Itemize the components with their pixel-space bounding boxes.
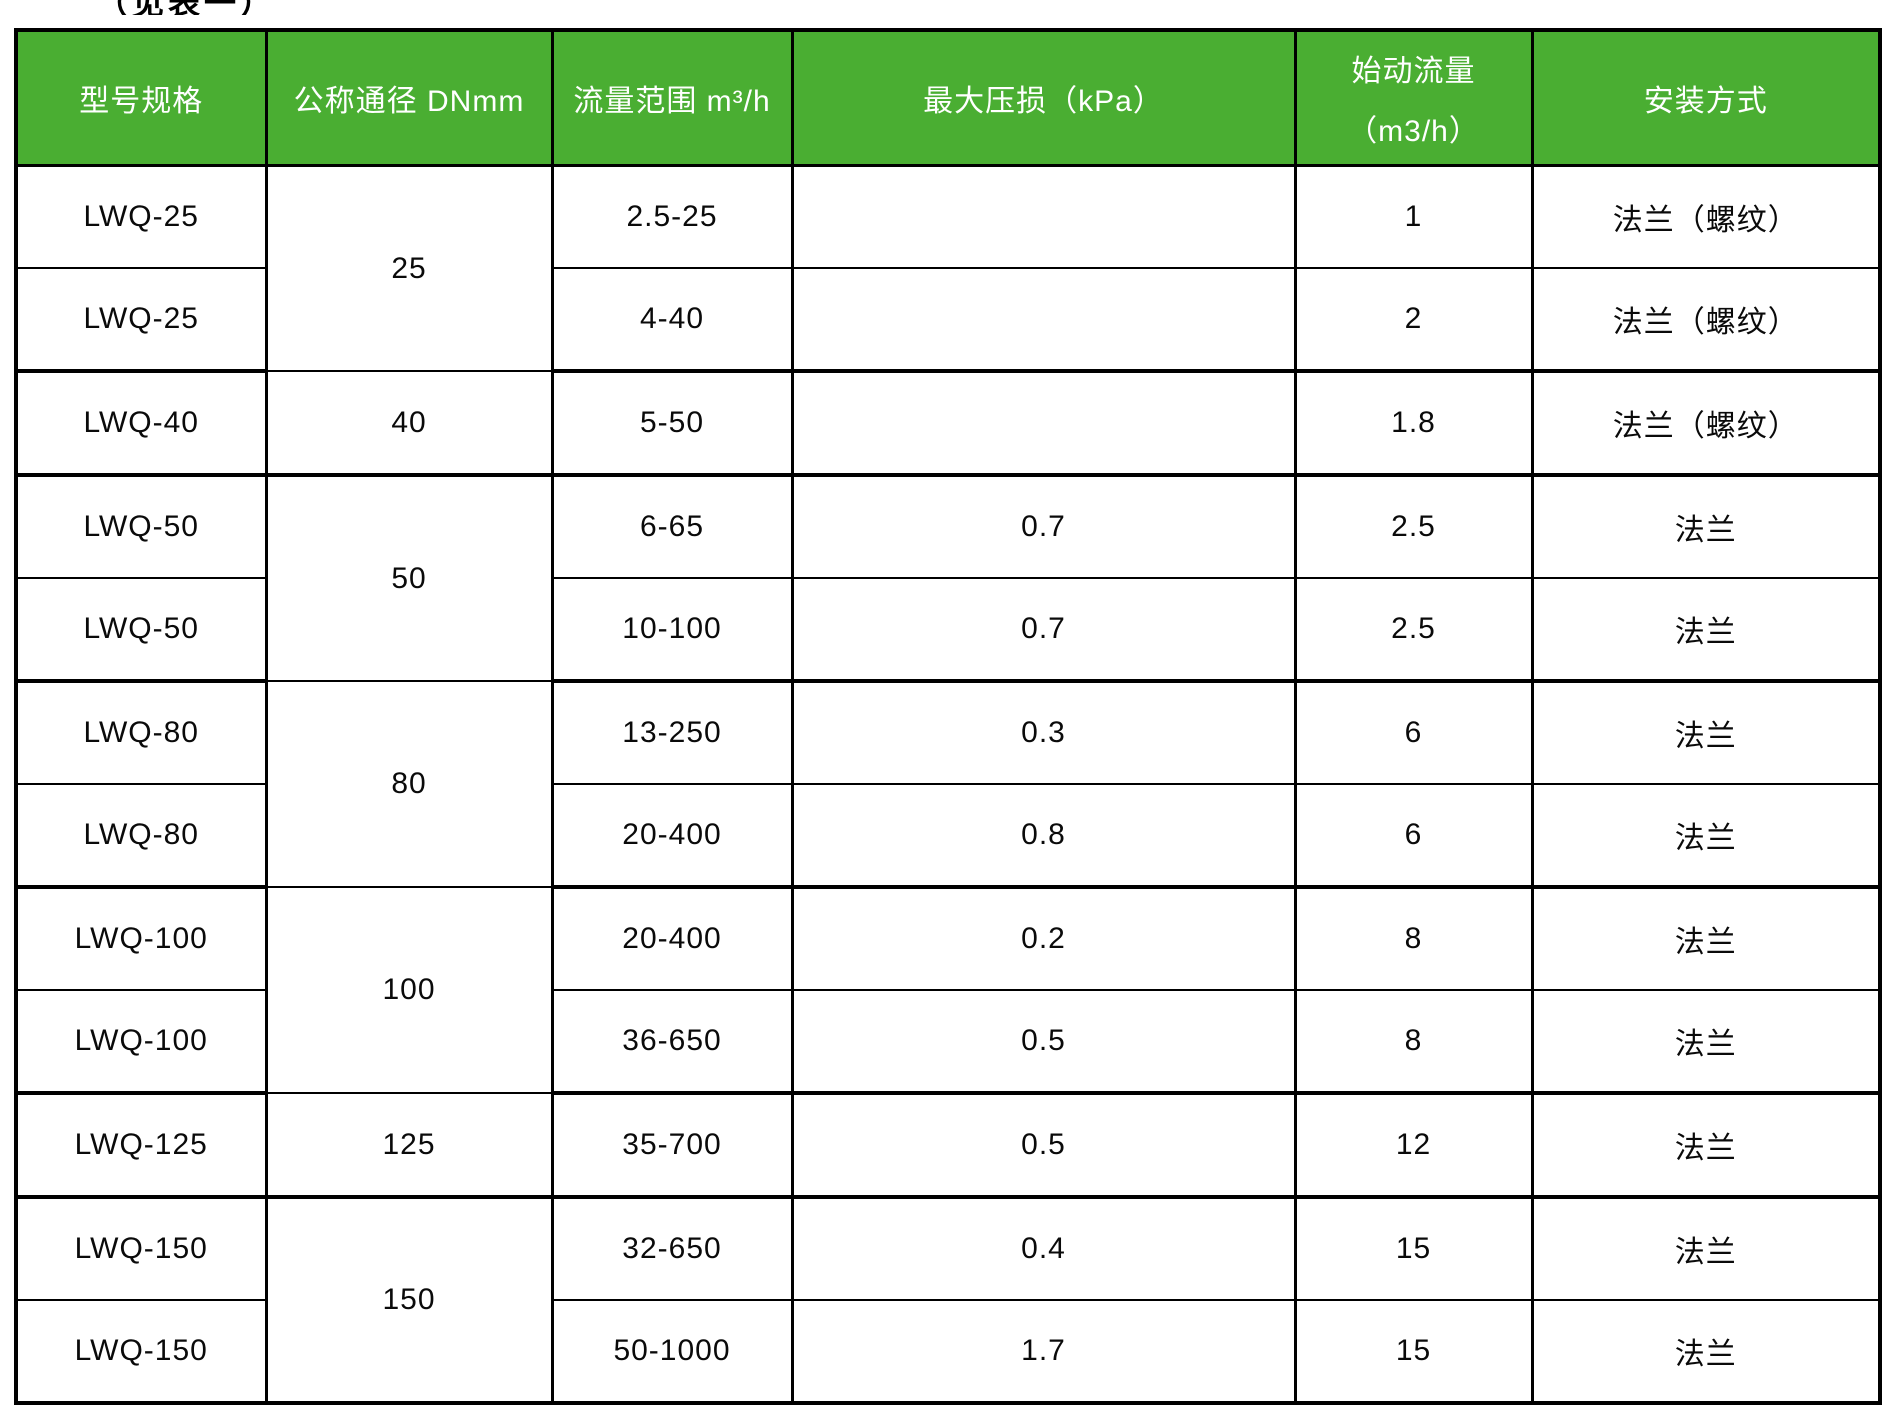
table-row: LWQ-50 50 6-65 0.7 2.5 法兰 — [14, 474, 1882, 682]
cell-model: LWQ-100 — [14, 886, 268, 991]
caption-clipped: （见表一） — [96, 0, 496, 15]
cell-model: LWQ-50 — [14, 474, 268, 579]
cell-dn: 150 — [264, 1196, 554, 1404]
cell-max-loss: 0.8 — [790, 783, 1297, 889]
table-row: LWQ-40 40 5-50 1.8 法兰（螺纹） — [14, 370, 1882, 477]
cell-max-loss: 0.7 — [790, 577, 1297, 683]
cell-install: 法兰（螺纹） — [1530, 164, 1882, 269]
cell-start-flow: 1.8 — [1293, 370, 1534, 477]
cell-flow-range: 6-65 — [550, 474, 794, 579]
cell-max-loss: 0.7 — [790, 474, 1297, 579]
cell-flow-range: 32-650 — [550, 1196, 794, 1301]
table-row: LWQ-80 80 13-250 0.3 6 法兰 — [14, 680, 1882, 888]
cell-start-flow: 6 — [1293, 680, 1534, 785]
cell-flow-range: 50-1000 — [550, 1299, 794, 1405]
cell-flow-range: 13-250 — [550, 680, 794, 785]
header-start-flow-line2: （m3/h） — [1347, 115, 1480, 148]
cell-install: 法兰 — [1530, 577, 1882, 683]
cell-start-flow: 8 — [1293, 886, 1534, 991]
cell-install: 法兰 — [1530, 886, 1882, 991]
cell-flow-range: 2.5-25 — [550, 164, 794, 269]
cell-max-loss: 0.5 — [790, 989, 1297, 1095]
cell-model: LWQ-100 — [14, 989, 268, 1095]
cell-start-flow: 15 — [1293, 1196, 1534, 1301]
cell-start-flow: 2 — [1293, 267, 1534, 373]
spec-table: 型号规格 公称通径 DNmm 流量范围 m³/h 最大压损（kPa） 始动流量 … — [14, 28, 1882, 1405]
cell-dn: 125 — [264, 1092, 554, 1199]
header-model: 型号规格 — [14, 28, 268, 167]
cell-model: LWQ-25 — [14, 164, 268, 269]
table-row: LWQ-80 20-400 0.8 6 法兰 — [14, 783, 1882, 889]
cell-install: 法兰 — [1530, 1299, 1882, 1405]
cell-start-flow: 12 — [1293, 1092, 1534, 1199]
cell-model: LWQ-40 — [14, 370, 268, 477]
cell-install: 法兰 — [1530, 783, 1882, 889]
cell-max-loss — [790, 267, 1297, 373]
cell-max-loss: 0.4 — [790, 1196, 1297, 1301]
cell-max-loss: 1.7 — [790, 1299, 1297, 1405]
cell-model: LWQ-80 — [14, 783, 268, 889]
cell-flow-range: 10-100 — [550, 577, 794, 683]
cell-flow-range: 20-400 — [550, 783, 794, 889]
header-start-flow-line1: 始动流量 — [1351, 55, 1476, 88]
table-row: LWQ-100 36-650 0.5 8 法兰 — [14, 989, 1882, 1095]
cell-install: 法兰 — [1530, 1196, 1882, 1301]
cell-flow-range: 35-700 — [550, 1092, 794, 1199]
cell-max-loss: 0.5 — [790, 1092, 1297, 1199]
cell-model: LWQ-150 — [14, 1299, 268, 1405]
cell-start-flow: 1 — [1293, 164, 1534, 269]
cell-dn: 100 — [264, 886, 554, 1094]
table-row: LWQ-25 4-40 2 法兰（螺纹） — [14, 267, 1882, 373]
cell-max-loss — [790, 164, 1297, 269]
cell-model: LWQ-80 — [14, 680, 268, 785]
header-flow-range: 流量范围 m³/h — [550, 28, 794, 167]
cell-model: LWQ-50 — [14, 577, 268, 683]
table-row: LWQ-150 150 32-650 0.4 15 法兰 — [14, 1196, 1882, 1404]
cell-start-flow: 2.5 — [1293, 577, 1534, 683]
cell-flow-range: 36-650 — [550, 989, 794, 1095]
cell-install: 法兰 — [1530, 1092, 1882, 1199]
header-install: 安装方式 — [1530, 28, 1882, 167]
cell-flow-range: 5-50 — [550, 370, 794, 477]
cell-start-flow: 15 — [1293, 1299, 1534, 1405]
cell-max-loss: 0.2 — [790, 886, 1297, 991]
cell-dn: 25 — [264, 164, 554, 372]
cell-install: 法兰（螺纹） — [1530, 267, 1882, 373]
cell-start-flow: 8 — [1293, 989, 1534, 1095]
table-row: LWQ-150 50-1000 1.7 15 法兰 — [14, 1299, 1882, 1405]
cell-install: 法兰 — [1530, 680, 1882, 785]
cell-install: 法兰 — [1530, 989, 1882, 1095]
cell-start-flow: 6 — [1293, 783, 1534, 889]
cell-model: LWQ-25 — [14, 267, 268, 373]
header-max-loss: 最大压损（kPa） — [790, 28, 1297, 167]
cell-flow-range: 4-40 — [550, 267, 794, 373]
table-row: LWQ-25 25 2.5-25 1 法兰（螺纹） — [14, 164, 1882, 372]
cell-max-loss — [790, 370, 1297, 477]
cell-flow-range: 20-400 — [550, 886, 794, 991]
table-row: LWQ-100 100 20-400 0.2 8 法兰 — [14, 886, 1882, 1094]
cell-model: LWQ-125 — [14, 1092, 268, 1199]
table-row: LWQ-125 125 35-700 0.5 12 法兰 — [14, 1092, 1882, 1199]
cell-max-loss: 0.3 — [790, 680, 1297, 785]
header-row: 型号规格 公称通径 DNmm 流量范围 m³/h 最大压损（kPa） 始动流量 … — [14, 28, 1882, 167]
table-header: 型号规格 公称通径 DNmm 流量范围 m³/h 最大压损（kPa） 始动流量 … — [14, 28, 1882, 167]
cell-start-flow: 2.5 — [1293, 474, 1534, 579]
cell-dn: 40 — [264, 370, 554, 477]
cell-dn: 50 — [264, 474, 554, 682]
cell-install: 法兰（螺纹） — [1530, 370, 1882, 477]
cell-model: LWQ-150 — [14, 1196, 268, 1301]
cell-dn: 80 — [264, 680, 554, 888]
cell-install: 法兰 — [1530, 474, 1882, 579]
header-start-flow: 始动流量 （m3/h） — [1293, 28, 1534, 167]
table-body: LWQ-25 25 2.5-25 1 法兰（螺纹） LWQ-25 4-40 2 法兰（螺纹） LW… — [14, 164, 1882, 1405]
header-dn: 公称通径 DNmm — [264, 28, 554, 167]
caption-text: （见表一） — [96, 0, 496, 15]
table-row: LWQ-50 10-100 0.7 2.5 法兰 — [14, 577, 1882, 683]
